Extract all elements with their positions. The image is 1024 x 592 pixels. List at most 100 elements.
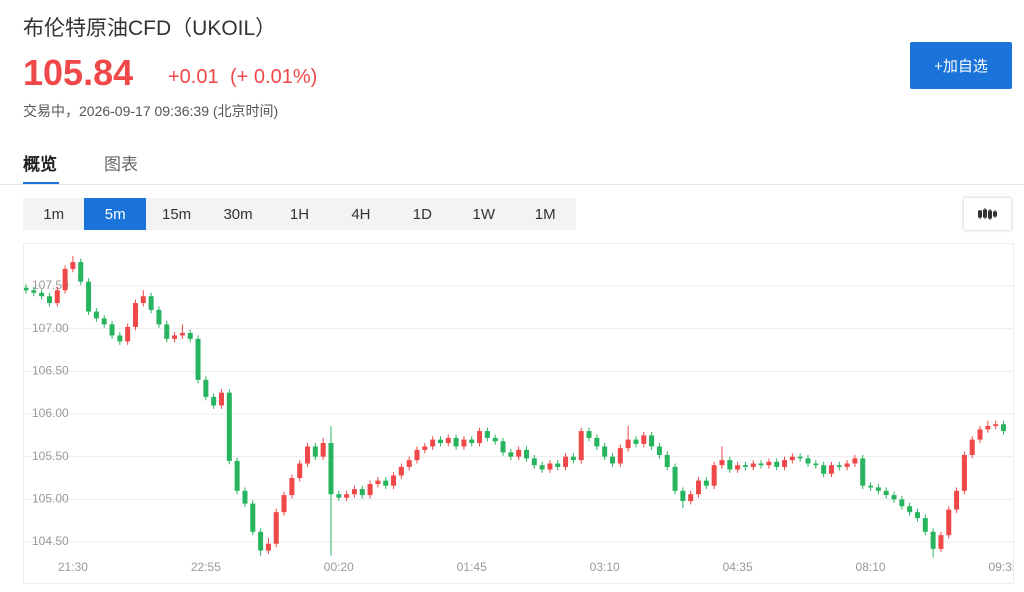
candle-body (367, 483, 373, 496)
candle-body (414, 449, 420, 461)
candle-body (156, 309, 162, 325)
candle-body (195, 338, 201, 380)
candle-body (969, 439, 975, 455)
candle-body (1001, 424, 1006, 432)
candle-body (672, 466, 678, 491)
x-tick-label: 00:20 (324, 560, 354, 574)
candle-body (297, 463, 303, 479)
candle-body (602, 446, 608, 457)
candle-body (703, 480, 709, 486)
candle-body (860, 458, 866, 486)
candle-body (985, 425, 991, 430)
interval-button[interactable]: 1M (534, 205, 556, 223)
interval-button[interactable]: 5m (84, 198, 146, 230)
status: 交易中，2026-09-17 09:36:39 (北京时间) (23, 103, 279, 119)
price: 105.84 (23, 52, 134, 93)
candle-body (320, 443, 326, 457)
candle-body (868, 485, 874, 488)
candle-body (258, 531, 264, 551)
candle-body (398, 466, 404, 476)
x-tick-label: 22:55 (191, 560, 221, 574)
candlestick-chart: 104.50 105.00 105.50 106.00 106.50 107.00 107.… (23, 243, 1014, 584)
x-tick-label: 03:10 (590, 560, 620, 574)
candle-body (789, 456, 795, 461)
candle-body (696, 480, 702, 495)
candle-body (664, 454, 670, 467)
x-tick-label: 09:35 (988, 560, 1014, 574)
y-tick-label: 107.50 (32, 278, 69, 292)
candle-body (179, 332, 185, 336)
x-tick-label: 04:35 (723, 560, 753, 574)
candle-body (281, 495, 287, 513)
interval-button[interactable]: 1H (289, 205, 310, 223)
interval-button[interactable]: 4H (351, 205, 371, 223)
candle-body (797, 456, 803, 459)
candle-body (907, 506, 913, 513)
interval-button[interactable]: 30m (223, 205, 253, 223)
candle-body (883, 490, 889, 496)
candle-body (140, 296, 146, 304)
candle-body (422, 446, 428, 450)
candle-body (109, 324, 115, 336)
candle-body (211, 396, 217, 406)
tab[interactable]: 概览 (23, 155, 57, 174)
candle-body (453, 437, 459, 447)
y-tick-label: 105.50 (32, 449, 69, 463)
candle-body (813, 463, 819, 466)
x-tick-label: 08:10 (856, 560, 886, 574)
candle-body (750, 463, 756, 467)
candle-body (531, 458, 537, 466)
candle-body (516, 449, 522, 457)
candle-body (242, 490, 248, 504)
interval-bar: 1m 5m 15m 30m 1H 4H 1D 1W 1M (23, 198, 576, 230)
candle-body (547, 463, 553, 470)
candle-body (563, 456, 569, 467)
candle-body (774, 461, 780, 467)
candle-body (273, 512, 279, 544)
separator (0, 184, 1024, 185)
candle-body (219, 392, 224, 406)
candle-body (31, 290, 37, 293)
price-change-percent: (+ 0.01%) (230, 66, 318, 88)
candle-body (172, 335, 178, 339)
candle-body (508, 452, 514, 457)
candle-body (187, 332, 193, 339)
tab[interactable]: 图表 (104, 155, 138, 174)
candle-body (125, 326, 131, 342)
candle-body (289, 478, 295, 496)
y-tick-label: 104.50 (32, 534, 69, 548)
interval-button[interactable]: 1m (43, 205, 65, 223)
candle-body (914, 512, 920, 519)
candle-body (250, 503, 256, 532)
candle-body (977, 429, 983, 440)
candle-body (625, 439, 631, 449)
y-tick-label: 106.50 (32, 363, 69, 377)
candle-body (477, 431, 483, 444)
interval-button[interactable]: 1W (472, 205, 496, 223)
candle-body (836, 465, 842, 467)
candle-body (742, 465, 748, 467)
candle-body (70, 262, 76, 269)
candle-body (922, 518, 928, 532)
candle-body (445, 437, 451, 444)
candle-body (469, 439, 475, 444)
candle-body (328, 443, 334, 495)
candle-body (875, 487, 881, 491)
chart-type-button[interactable] (964, 198, 1011, 230)
candle-body (226, 392, 232, 461)
candle-body (500, 441, 506, 453)
interval-button[interactable]: 15m (162, 205, 192, 223)
interval-button[interactable]: 1D (412, 205, 432, 223)
candle-body (86, 281, 92, 312)
candle-body (641, 435, 647, 444)
candle-body (782, 460, 788, 467)
candle-body (383, 480, 389, 486)
candle-body (54, 290, 60, 304)
candle-body (336, 494, 342, 498)
add-watchlist-button[interactable]: +加自选 (910, 42, 1012, 89)
candle-body (578, 431, 584, 461)
candle-body (484, 431, 490, 438)
candle-body (39, 292, 45, 297)
y-tick-label: 107.00 (32, 321, 69, 335)
candle-body (656, 446, 662, 455)
